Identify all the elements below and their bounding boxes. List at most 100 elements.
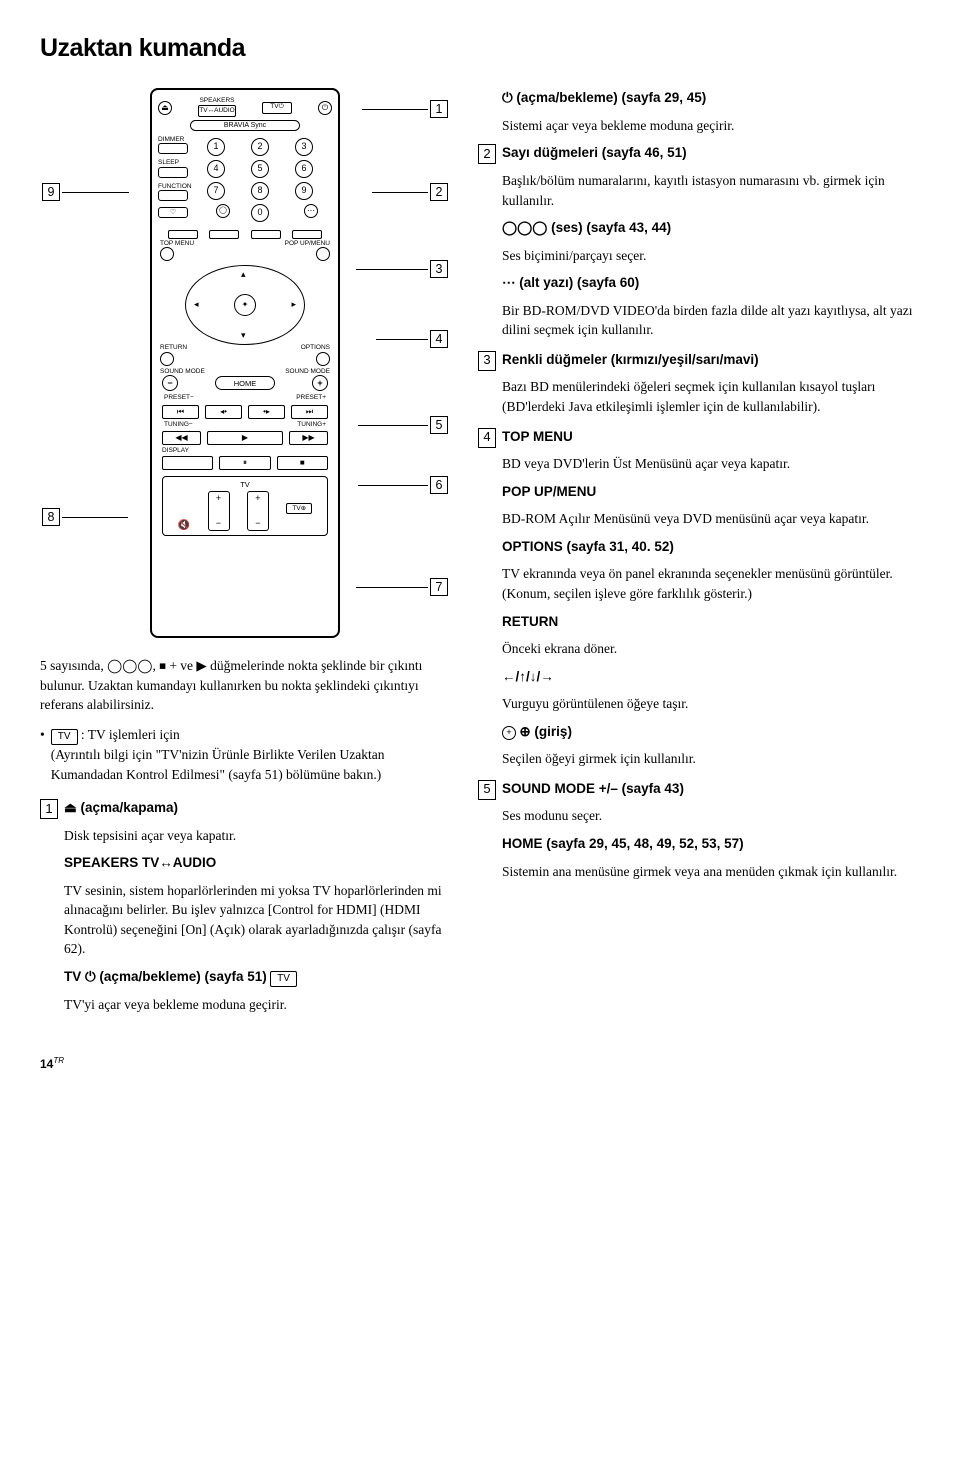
callout-7: 7 (430, 578, 448, 596)
pause-button: ⏸ (219, 456, 270, 470)
sec4-options-head: OPTIONS (sayfa 31, 40. 52) (502, 539, 674, 554)
sound-mode-l-label: SOUND MODE (160, 369, 205, 376)
page-footer: 14TR (40, 1055, 920, 1073)
sec5-soundmode-body: Ses modunu seçer. (502, 806, 920, 826)
subtitle-button: ⋯ (304, 204, 318, 218)
function-button (158, 190, 188, 201)
number-pad: 1 2 3 4 5 6 7 8 9 ◯ 0 ⋯ (207, 138, 327, 222)
sec4-options-body: TV ekranında veya ön panel ekranında seç… (502, 564, 920, 603)
callout-line-1 (362, 109, 428, 110)
tv-section: TV 🔇 +− +− TV⊕ (162, 476, 328, 537)
tv-frame-label: TV (169, 481, 321, 489)
num-8: 8 (251, 182, 269, 200)
num-9: 9 (295, 182, 313, 200)
page-number: 14 (40, 1057, 53, 1071)
callout-6: 6 (430, 476, 448, 494)
preset-plus-label: PRESET+ (296, 395, 326, 402)
sec5-home-body: Sistemin ana menüsüne girmek veya ana me… (502, 862, 920, 882)
sec4-popup-body: BD-ROM Açılır Menüsünü veya DVD menüsünü… (502, 509, 920, 529)
sec4-popup-head: POP UP/MENU (502, 484, 596, 499)
tv-label-box: TV (51, 729, 78, 745)
volume-button: +− (208, 491, 230, 531)
num-1: 1 (207, 138, 225, 156)
bravia-button: BRAVIA Sync (190, 120, 300, 131)
sec2-audio-head: ◯◯◯ (ses) (sayfa 43, 44) (502, 220, 671, 235)
sec2-subtitle-head: ⋯ (alt yazı) (sayfa 60) (502, 275, 639, 290)
direction-pad: ✦ ▴ ▾ ◂ ▸ (185, 265, 305, 345)
num-3: 3 (295, 138, 313, 156)
preset-minus-label: PRESET− (164, 395, 194, 402)
sec4-enter-head: ⊕ (giriş) (519, 724, 572, 739)
audio-button: ◯ (216, 204, 230, 218)
yellow-button (251, 230, 281, 239)
sec1-speakers-head: SPEAKERS TV↔AUDIO (64, 855, 216, 870)
sec1-tvpower-head: TV ⏻ (açma/bekleme) (sayfa 51) (64, 969, 267, 984)
num-0: 0 (251, 204, 269, 222)
power-head: ⏻ (açma/bekleme) (sayfa 29, 45) (502, 90, 706, 105)
sec4-topmenu-head: TOP MENU (502, 429, 573, 444)
sound-mode-r-label: SOUND MODE (285, 369, 330, 376)
sec4-return-body: Önceki ekrana döner. (502, 639, 920, 659)
callout-line-6 (358, 485, 428, 486)
sec4-enter-body: Seçilen öğeyi girmek için kullanılır. (502, 749, 920, 769)
section-2-number: 2 (478, 144, 496, 164)
step-fwd-button: •▸ (248, 405, 285, 419)
sec4-return-head: RETURN (502, 614, 558, 629)
right-column: ⏻ (açma/bekleme) (sayfa 29, 45) Sistemi … (478, 88, 920, 1024)
play-button: ▶ (207, 431, 283, 445)
callout-line-3 (356, 269, 428, 270)
next-track-button: ⏭ (291, 405, 328, 419)
sleep-label: SLEEP (158, 160, 198, 167)
prev-track-button: ⏮ (162, 405, 199, 419)
sec4-arrows-body: Vurguyu görüntülenen öğeye taşır. (502, 694, 920, 714)
section-4-number: 4 (478, 428, 496, 448)
callout-line-5 (358, 425, 428, 426)
num-7: 7 (207, 182, 225, 200)
sec1-speakers-body: TV sesinin, sistem hoparlörlerinden mi y… (64, 881, 450, 959)
display-label: DISPLAY (162, 448, 332, 455)
tv-power-button: TV⏻ (262, 102, 292, 114)
sec1-openeject-body: Disk tepsisini açar veya kapatır. (64, 826, 450, 846)
ffwd-button: ▶▶ (289, 431, 328, 445)
num-2: 2 (251, 138, 269, 156)
return-button (160, 352, 174, 366)
stop-button: ■ (277, 456, 328, 470)
dimmer-button (158, 143, 188, 154)
blue-button (292, 230, 322, 239)
function-label: FUNCTION (158, 184, 198, 191)
sec1-tvpower-body: TV'yi açar veya bekleme moduna geçirir. (64, 995, 450, 1015)
callout-8: 8 (42, 508, 60, 526)
sec4-topmenu-body: BD veya DVD'lerin Üst Menüsünü açar veya… (502, 454, 920, 474)
dot-note: 5 sayısında, ◯◯◯, ⏹ + ve ▶ düğmelerinde … (40, 656, 450, 715)
red-button (168, 230, 198, 239)
sec2-subtitle-body: Bir BD-ROM/DVD VIDEO'da birden fazla dil… (502, 301, 920, 340)
sec1-openeject-head: ⏏ (açma/kapama) (64, 800, 178, 815)
page-title: Uzaktan kumanda (40, 30, 920, 66)
tv-ops-note: • TV : TV işlemleri için (Ayrıntılı bilg… (40, 725, 450, 784)
section-1-number: 1 (40, 799, 58, 819)
sec5-home-head: HOME (sayfa 29, 45, 48, 49, 52, 53, 57) (502, 836, 744, 851)
top-menu-button (160, 247, 174, 261)
callout-line-9 (62, 192, 129, 193)
num-5: 5 (251, 160, 269, 178)
tv-volume-button: +− (247, 491, 269, 531)
callout-2: 2 (430, 183, 448, 201)
popup-menu-label: POP UP/MENU (285, 241, 330, 248)
num-4: 4 (207, 160, 225, 178)
tuning-plus-label: TUNING+ (297, 422, 326, 429)
options-button (316, 352, 330, 366)
callout-line-4 (376, 339, 428, 340)
callout-9: 9 (42, 183, 60, 201)
speakers-button: TV↔AUDIO (198, 105, 236, 117)
color-buttons-row (158, 230, 332, 239)
tv-note-text: : TV işlemleri için (Ayrıntılı bilgi içi… (51, 727, 385, 782)
step-back-button: ◂• (205, 405, 242, 419)
top-menu-label: TOP MENU (160, 241, 194, 248)
sec4-arrows-head: ←/↑/↓/→ (502, 669, 554, 684)
tv-input-button: TV⊕ (286, 503, 312, 514)
callout-line-8 (62, 517, 128, 518)
callout-1: 1 (430, 100, 448, 118)
popup-menu-button (316, 247, 330, 261)
enter-button: ✦ (234, 294, 256, 316)
sec3-color-body: Bazı BD menülerindeki öğeleri seçmek içi… (502, 377, 920, 416)
